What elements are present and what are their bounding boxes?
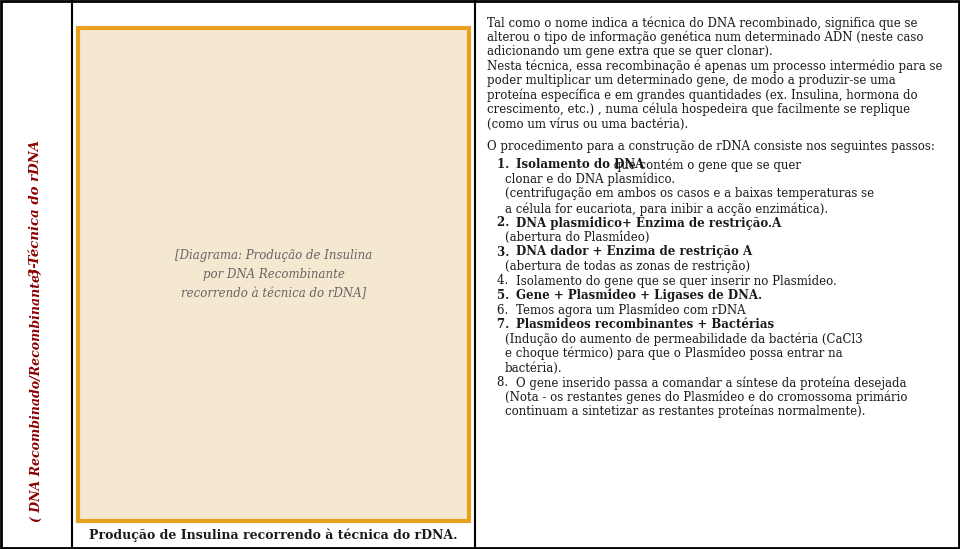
Text: bactéria).: bactéria). <box>505 361 563 374</box>
Text: Isolamento do DNA: Isolamento do DNA <box>516 159 645 171</box>
Text: adicionando um gene extra que se quer clonar).: adicionando um gene extra que se quer cl… <box>487 45 773 58</box>
Text: 3-Técnica do rDNA: 3-Técnica do rDNA <box>30 140 42 277</box>
Text: 1.: 1. <box>497 159 514 171</box>
Text: (abertura de todas as zonas de restrição): (abertura de todas as zonas de restrição… <box>505 260 750 273</box>
Bar <box>78 28 469 521</box>
Text: Produção de Insulina recorrendo à técnica do rDNA.: Produção de Insulina recorrendo à técnic… <box>89 528 458 542</box>
Text: (Indução do aumento de permeabilidade da bactéria (CaCl3: (Indução do aumento de permeabilidade da… <box>505 333 863 346</box>
Text: a célula for eucariota, para inibir a acção enzimática).: a célula for eucariota, para inibir a ac… <box>505 202 828 216</box>
Text: Gene + Plasmídeo + Ligases de DNA.: Gene + Plasmídeo + Ligases de DNA. <box>516 289 762 302</box>
Text: 4.: 4. <box>497 274 512 288</box>
Text: (como um vírus ou uma bactéria).: (como um vírus ou uma bactéria). <box>487 117 688 131</box>
Text: ( DNA Recombinado/Recombinante): ( DNA Recombinado/Recombinante) <box>30 268 42 522</box>
Text: DNA plasmídico+ Enzima de restrição.A: DNA plasmídico+ Enzima de restrição.A <box>516 216 781 230</box>
Text: (Nota - os restantes genes do Plasmídeo e do cromossoma primário: (Nota - os restantes genes do Plasmídeo… <box>505 390 907 404</box>
Text: Nesta técnica, essa recombinação é apenas um processo intermédio para se: Nesta técnica, essa recombinação é apena… <box>487 59 943 73</box>
Text: DNA dador + Enzima de restrição A: DNA dador + Enzima de restrição A <box>516 245 753 259</box>
Text: Temos agora um Plasmídeo com rDNA: Temos agora um Plasmídeo com rDNA <box>516 304 746 317</box>
Text: Isolamento do gene que se quer inserir no Plasmídeo.: Isolamento do gene que se quer inserir n… <box>516 274 837 288</box>
Text: 5.: 5. <box>497 289 514 302</box>
Text: Plasmídeos recombinantes + Bactérias: Plasmídeos recombinantes + Bactérias <box>516 318 775 331</box>
Text: e choque térmico) para que o Plasmídeo possa entrar na: e choque térmico) para que o Plasmídeo … <box>505 347 843 361</box>
Text: clonar e do DNA plasmídico.: clonar e do DNA plasmídico. <box>505 173 675 187</box>
Text: [Diagrama: Produção de Insulina
por DNA Recombinante
recorrendo à técnica do rDN: [Diagrama: Produção de Insulina por DNA … <box>175 249 372 300</box>
Text: O procedimento para a construção de rDNA consiste nos seguintes passos:: O procedimento para a construção de rDNA… <box>487 140 935 153</box>
Text: crescimento, etc.) , numa célula hospedeira que facilmente se replique: crescimento, etc.) , numa célula hospede… <box>487 103 910 116</box>
Text: continuam a sintetizar as restantes proteínas normalmente).: continuam a sintetizar as restantes prot… <box>505 405 866 418</box>
Text: 8.: 8. <box>497 376 512 389</box>
Text: 7.: 7. <box>497 318 514 331</box>
Text: poder multiplicar um determinado gene, de modo a produzir-se uma: poder multiplicar um determinado gene, d… <box>487 74 896 87</box>
Text: O gene inserido passa a comandar a síntese da proteína desejada: O gene inserido passa a comandar a sínte… <box>516 376 907 389</box>
Text: 2.: 2. <box>497 216 514 229</box>
Text: 3.: 3. <box>497 245 514 259</box>
Text: alterou o tipo de informação genética num determinado ADN (neste caso: alterou o tipo de informação genética nu… <box>487 31 924 44</box>
Text: (abertura do Plasmídeo): (abertura do Plasmídeo) <box>505 231 650 244</box>
Text: (centrifugação em ambos os casos e a baixas temperaturas se: (centrifugação em ambos os casos e a bai… <box>505 188 875 200</box>
Text: 6.: 6. <box>497 304 512 317</box>
Text: que contém o gene que se quer: que contém o gene que se quer <box>610 159 801 172</box>
Text: proteína específica e em grandes quantidades (ex. Insulina, hormona do: proteína específica e em grandes quantid… <box>487 88 918 102</box>
Text: Tal como o nome indica a técnica do DNA recombinado, significa que se: Tal como o nome indica a técnica do DNA … <box>487 16 918 30</box>
